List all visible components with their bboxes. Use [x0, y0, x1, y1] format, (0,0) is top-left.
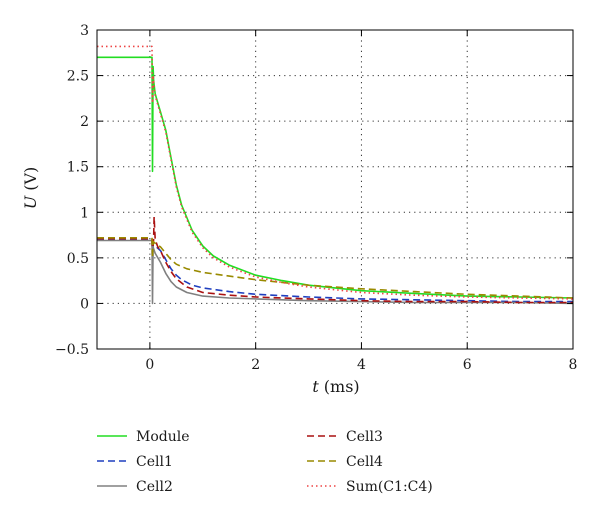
- x-tick-label: 8: [569, 357, 578, 373]
- legend-item-cell3: Cell3: [307, 429, 383, 445]
- y-tick-label: 3: [80, 23, 89, 39]
- legend-item-cell4: Cell4: [307, 454, 383, 470]
- legend-label: Sum(C1:C4): [346, 479, 433, 495]
- series-cell3-line: [97, 216, 573, 304]
- legend: Module Cell1 Cell2 Cell3 Cell4 Sum(C1:C4): [97, 429, 433, 495]
- plot-frame: [96, 29, 574, 350]
- y-tick-label: 1.5: [67, 160, 89, 176]
- legend-item-sum-c1-c4: Sum(C1:C4): [307, 479, 433, 495]
- legend-label: Cell2: [136, 479, 173, 495]
- y-tick-label: 2: [80, 114, 89, 130]
- y-tick-label: −0.5: [55, 342, 89, 358]
- y-tick-label: 0.5: [67, 251, 89, 267]
- y-tick-label: 2.5: [67, 69, 89, 85]
- series-layer: [97, 45, 574, 305]
- legend-item-cell1: Cell1: [97, 454, 173, 470]
- legend-label: Module: [136, 429, 190, 445]
- legend-label: Cell3: [346, 429, 383, 445]
- x-tick-label: 0: [145, 357, 154, 373]
- x-axis-label: t (ms): [312, 377, 359, 396]
- x-tick-label: 2: [251, 357, 260, 373]
- legend-item-module: Module: [97, 429, 190, 445]
- legend-label: Cell4: [346, 454, 383, 470]
- series-cell4-line: [97, 237, 574, 299]
- y-tick-label: 1: [80, 205, 89, 221]
- series-sum-c1-c4-line: [97, 45, 574, 300]
- legend-item-cell2: Cell2: [97, 479, 173, 495]
- series-cell1-line: [97, 238, 573, 303]
- series-module-line: [97, 56, 574, 299]
- x-tick-label: 6: [463, 357, 472, 373]
- tick-labels: 0 2 4 6 8 −0.5 0 0.5 1 1.5 2 2.5 3: [55, 23, 577, 373]
- x-tick-label: 4: [357, 357, 366, 373]
- legend-label: Cell1: [136, 454, 173, 470]
- y-tick-label: 0: [80, 296, 89, 312]
- axis-ticks: [97, 29, 574, 350]
- y-axis-label: U(V): [21, 167, 40, 210]
- series-cell2-line: [97, 239, 574, 305]
